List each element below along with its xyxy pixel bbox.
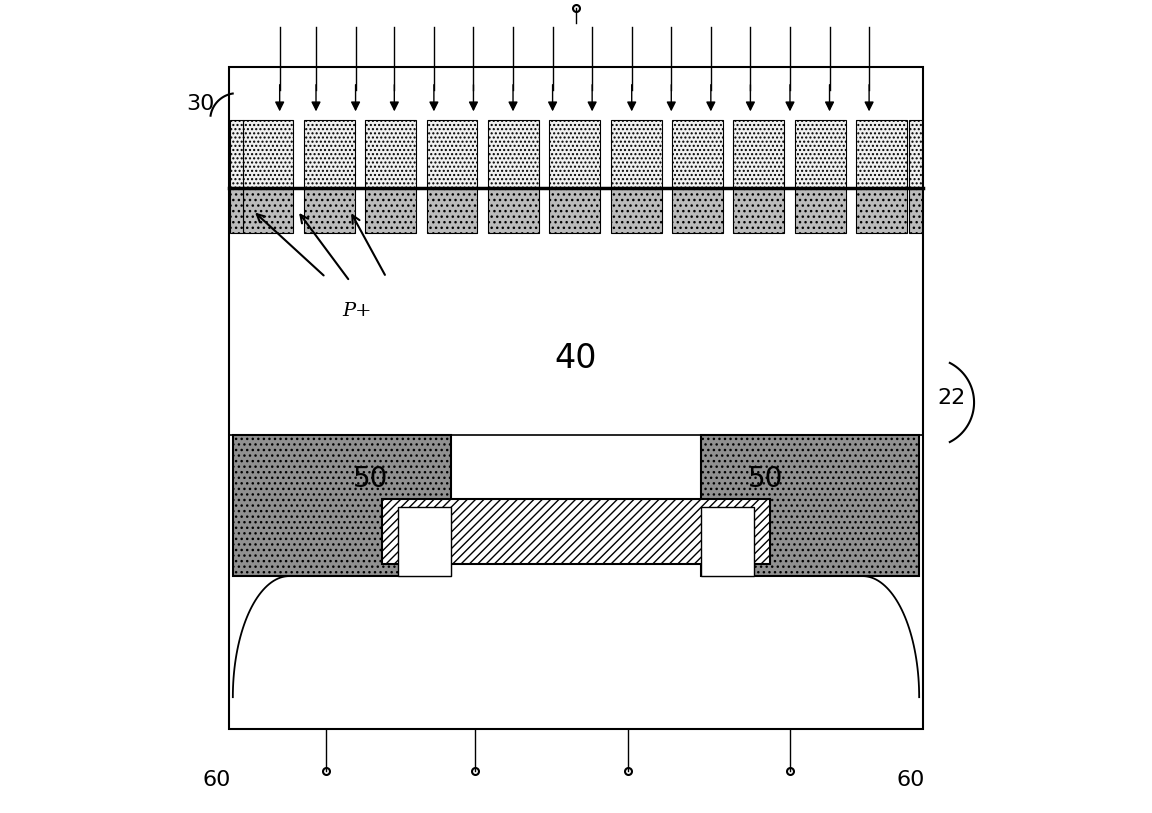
Bar	[734, 120, 785, 189]
Bar	[233, 435, 450, 576]
Bar	[856, 120, 907, 189]
Bar	[243, 120, 294, 189]
Bar	[702, 435, 919, 576]
Text: 50: 50	[748, 465, 783, 493]
Bar	[243, 189, 294, 233]
Bar	[426, 189, 477, 233]
Bar	[399, 507, 450, 576]
Bar	[856, 189, 907, 233]
Bar	[672, 120, 723, 189]
Bar	[795, 189, 846, 233]
Bar	[611, 120, 661, 189]
Bar	[702, 507, 753, 576]
Bar	[230, 189, 243, 233]
Bar	[426, 120, 477, 189]
Bar	[909, 120, 922, 189]
Text: P+: P+	[342, 302, 371, 320]
Text: 50: 50	[353, 465, 388, 493]
Bar	[229, 67, 923, 729]
Text: 60: 60	[897, 770, 925, 789]
Bar	[672, 189, 723, 233]
Bar	[365, 120, 416, 189]
Bar	[550, 189, 600, 233]
Bar	[488, 120, 539, 189]
Bar	[365, 189, 416, 233]
Bar	[611, 189, 661, 233]
Bar	[550, 120, 600, 189]
Bar	[488, 189, 539, 233]
Bar	[304, 120, 355, 189]
Text: 30: 30	[187, 93, 214, 114]
Text: 22: 22	[938, 389, 965, 408]
Bar	[230, 120, 243, 189]
Bar	[795, 120, 846, 189]
Bar	[909, 189, 922, 233]
Text: 60: 60	[203, 770, 230, 789]
Bar	[734, 189, 785, 233]
Bar	[304, 189, 355, 233]
Bar	[382, 499, 770, 564]
Text: 40: 40	[555, 341, 597, 375]
